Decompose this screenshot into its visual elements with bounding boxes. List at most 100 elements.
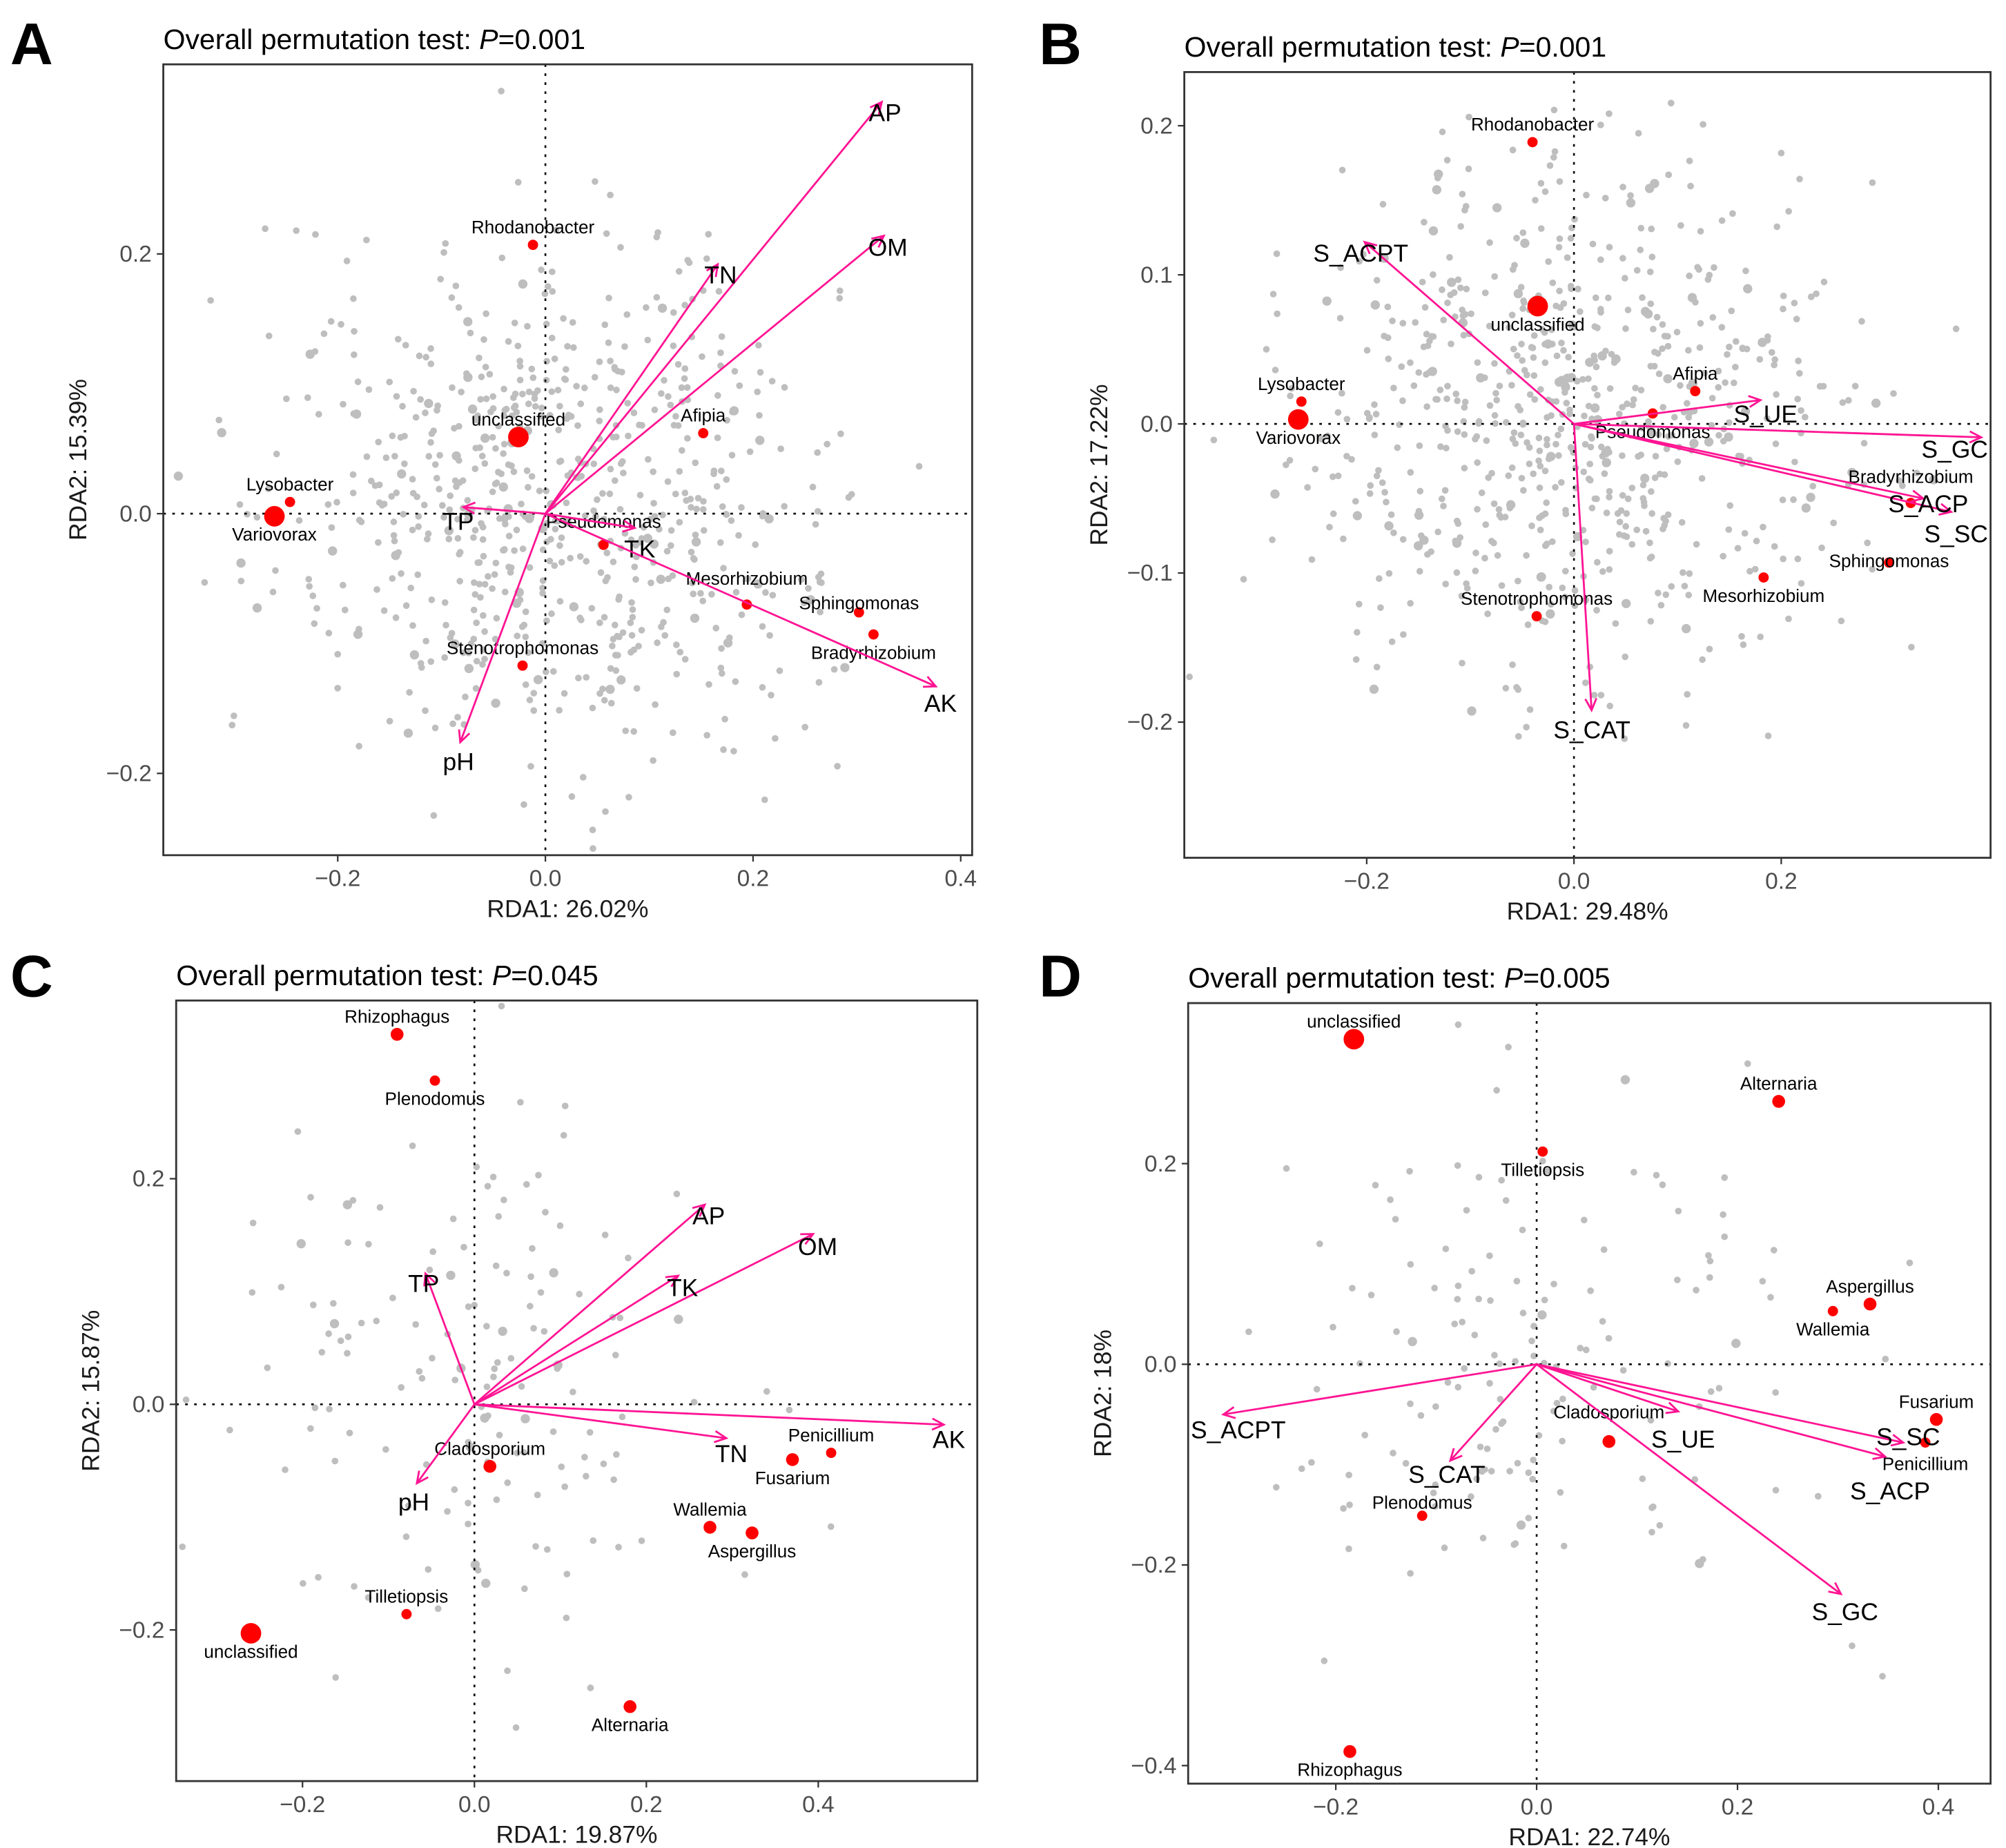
background-point — [690, 1399, 698, 1406]
background-point — [596, 417, 603, 425]
background-point — [1593, 363, 1600, 371]
background-point — [629, 606, 636, 613]
background-point — [182, 1396, 190, 1403]
background-point — [539, 584, 546, 592]
background-point — [415, 513, 422, 520]
background-point — [563, 415, 571, 422]
species-point — [826, 1448, 837, 1459]
background-point — [1531, 396, 1539, 403]
background-point — [431, 461, 439, 468]
x-tick-label: 0.4 — [802, 1792, 835, 1818]
background-point — [1372, 411, 1380, 418]
background-point — [334, 685, 342, 692]
background-point — [712, 625, 720, 632]
env-arrow — [1573, 395, 1763, 425]
background-point — [577, 616, 585, 623]
background-point — [753, 579, 763, 589]
background-point — [1541, 1296, 1548, 1304]
background-point — [1795, 357, 1802, 364]
background-point — [530, 1325, 537, 1332]
background-point — [1858, 318, 1865, 325]
background-point — [1336, 315, 1344, 322]
background-point — [410, 387, 417, 395]
background-point — [1413, 541, 1423, 551]
background-point — [1599, 1318, 1606, 1325]
background-point — [1210, 436, 1218, 444]
background-point — [424, 398, 434, 409]
background-point — [412, 414, 420, 421]
background-point — [602, 808, 609, 815]
background-point — [1384, 521, 1394, 531]
background-point — [561, 376, 568, 382]
background-point — [772, 735, 779, 742]
background-point — [349, 1196, 357, 1204]
background-point — [398, 1384, 405, 1391]
background-point — [455, 457, 462, 464]
background-point — [764, 514, 774, 524]
background-point — [1496, 1360, 1503, 1368]
background-point — [471, 527, 479, 534]
species-point — [1758, 572, 1769, 583]
background-point — [1506, 324, 1512, 331]
background-point — [1506, 505, 1514, 512]
background-point — [699, 506, 707, 513]
background-point — [607, 384, 614, 391]
background-point — [1622, 275, 1628, 282]
background-point — [520, 621, 528, 629]
rda-panel-c: C Overall permutation test: P=0.045Rhizop… — [10, 944, 979, 1848]
background-point — [690, 613, 700, 623]
background-point — [1493, 1087, 1500, 1094]
background-point — [1742, 267, 1749, 275]
env-arrow — [1363, 240, 1575, 425]
species-point — [1920, 1437, 1931, 1448]
background-point — [1623, 533, 1630, 541]
background-point — [607, 465, 614, 473]
background-point — [652, 701, 659, 708]
species-point — [1416, 1510, 1428, 1521]
background-point — [723, 476, 730, 483]
background-point — [1701, 369, 1708, 377]
species-label: Rhodanobacter — [1471, 114, 1595, 135]
background-point — [1588, 505, 1596, 512]
background-point — [470, 579, 478, 586]
background-point — [1471, 1332, 1479, 1339]
background-point — [519, 545, 527, 552]
env-arrow — [545, 234, 886, 515]
env-arrow — [1220, 1363, 1537, 1419]
background-point — [1632, 385, 1639, 391]
background-point — [1563, 400, 1570, 407]
background-point — [1355, 601, 1363, 608]
background-point — [1871, 398, 1881, 408]
background-point — [1518, 604, 1525, 612]
background-point — [1664, 342, 1672, 350]
background-point — [1474, 505, 1481, 513]
species-label: Afipia — [681, 405, 726, 426]
plot-area — [176, 1000, 977, 1782]
background-point — [1463, 285, 1470, 293]
background-point — [512, 402, 519, 409]
background-point — [1488, 538, 1495, 545]
background-point — [1637, 451, 1644, 458]
background-point — [1693, 1287, 1700, 1294]
background-point — [1424, 342, 1432, 349]
background-point — [1637, 246, 1644, 253]
background-point — [462, 693, 469, 701]
background-point — [1545, 455, 1552, 463]
background-point — [1548, 538, 1556, 545]
background-point — [1528, 344, 1535, 351]
species-label: Sphingomonas — [799, 592, 919, 613]
background-point — [507, 569, 514, 576]
background-point — [1461, 1365, 1468, 1372]
background-point — [1416, 442, 1423, 449]
background-point — [456, 550, 463, 558]
background-point — [315, 411, 322, 418]
background-point — [1465, 165, 1472, 173]
background-point — [590, 845, 596, 852]
background-point — [444, 1508, 451, 1515]
background-point — [481, 581, 489, 588]
background-point — [817, 608, 824, 616]
background-point — [1623, 510, 1630, 517]
background-point — [1496, 382, 1503, 389]
background-point — [1668, 583, 1675, 590]
background-point — [311, 348, 319, 356]
